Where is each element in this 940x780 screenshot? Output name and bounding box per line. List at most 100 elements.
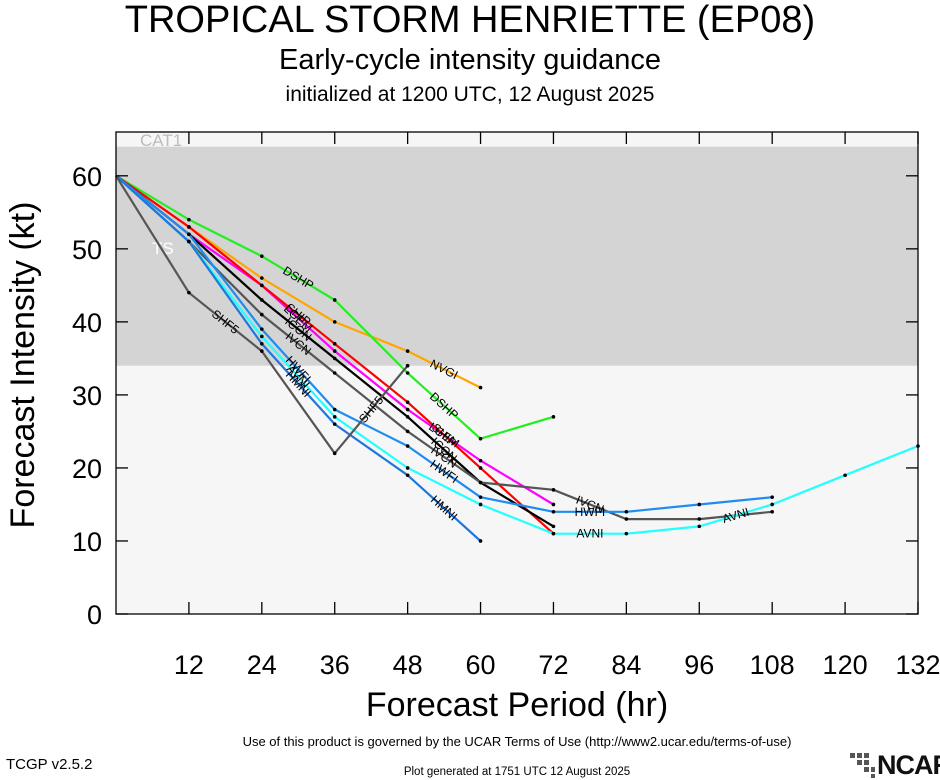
series-point-avni — [770, 502, 774, 507]
y-tick-label: 10 — [72, 527, 102, 557]
series-point-shf5 — [332, 451, 337, 456]
series-line-avni — [115, 174, 919, 535]
y-tick-label: 20 — [72, 454, 102, 484]
series-point-avni — [551, 531, 556, 536]
series-point-ivcn — [332, 371, 337, 375]
series-point-dshp — [187, 217, 191, 222]
series-point-ivcn — [405, 429, 410, 434]
series-point-avni — [260, 334, 264, 339]
series-point-hwfi — [770, 495, 774, 499]
series-point-ivcn — [478, 480, 483, 485]
series-point-hwfi — [551, 509, 556, 514]
series-point-hmni — [332, 422, 337, 426]
series-point-ivcn — [624, 517, 629, 521]
series-point-avni — [843, 473, 847, 478]
series-point-nvgi — [405, 349, 410, 353]
series-point-nvgi — [260, 276, 264, 280]
series-point-icon — [260, 298, 264, 302]
x-tick-label: 60 — [466, 650, 496, 680]
y-axis-label: Forecast Intensity (kt) — [4, 201, 42, 529]
chart-title: TROPICAL STORM HENRIETTE (EP08) — [124, 0, 816, 41]
series-point-hmni — [260, 341, 264, 346]
band-label-cat1: CAT1 — [140, 131, 182, 150]
x-tick-label: 132 — [895, 650, 940, 680]
series-point-hmni — [187, 239, 191, 244]
series-point-hwfi — [187, 232, 191, 237]
series-point-icon — [551, 524, 556, 529]
series-point-ivcn — [260, 312, 264, 317]
series-point-icon — [405, 415, 410, 419]
series-point-ship — [405, 400, 410, 405]
axes: 12 24 36 48 60 72 84 96 108 120 132 0 10 20 30 40 50 60 — [72, 131, 940, 680]
x-tick-label: 96 — [684, 650, 714, 680]
version-label: TCGP v2.5.2 — [6, 756, 93, 773]
series-point-ship — [478, 466, 483, 470]
ncar-logo-icon — [850, 753, 875, 778]
plot-frame — [115, 131, 919, 615]
series-point-ivcn — [551, 488, 556, 492]
band-ts — [116, 146, 918, 366]
series-label-hwfi: HWFI — [575, 505, 606, 519]
y-tick-label: 60 — [72, 162, 102, 192]
series-point-hwfi — [697, 502, 702, 507]
series-point-avni — [405, 466, 410, 470]
series-point-hwfi — [624, 509, 629, 514]
generated-time: Plot generated at 1751 UTC 12 August 202… — [403, 766, 631, 778]
series-point-hmni — [478, 539, 483, 543]
series-point-shf5 — [187, 290, 191, 295]
series-point-ship — [260, 283, 264, 288]
series-point-avni — [478, 502, 483, 507]
series-point-dshp — [551, 415, 556, 419]
series-line-ivcn — [115, 174, 773, 521]
x-tick-label: 120 — [823, 650, 868, 680]
series-point-nvgi — [332, 320, 337, 324]
ncar-logo: NCAR — [848, 750, 940, 780]
y-tick-label: 30 — [72, 381, 102, 411]
series-point-hwfi — [332, 407, 337, 412]
y-tick-label: 0 — [87, 600, 102, 630]
series-point-hwfi — [405, 444, 410, 448]
series-point-shf5 — [405, 363, 410, 368]
series-point-dshp — [405, 371, 410, 375]
series-point-hwfi — [260, 327, 264, 331]
series-point-dshp — [260, 254, 264, 258]
band-cat1 — [116, 132, 918, 147]
series-point-lgem — [478, 458, 483, 463]
series-point-lgem — [332, 349, 337, 353]
series-label-avni: AVNI — [576, 527, 603, 541]
logo-text: NCAR — [877, 750, 940, 780]
x-tick-label: 24 — [247, 650, 277, 680]
x-tick-label: 108 — [750, 650, 795, 680]
y-tick-label: 40 — [72, 308, 102, 338]
series-point-ship — [187, 225, 191, 229]
series-point-hmni — [405, 473, 410, 478]
series-point-nvgi — [478, 385, 483, 390]
series-point-icon — [332, 356, 337, 361]
series-point-avni — [697, 524, 702, 529]
series-point-lgem — [551, 502, 556, 507]
series-points — [187, 217, 920, 543]
series-point-dshp — [332, 298, 337, 302]
y-tick-label: 50 — [72, 235, 102, 265]
x-tick-label: 12 — [174, 650, 204, 680]
series-point-avni — [624, 531, 629, 536]
series-line-hwfi — [115, 174, 773, 513]
x-tick-label: 36 — [320, 650, 350, 680]
terms-of-use: Use of this product is governed by the U… — [242, 734, 792, 749]
x-tick-label: 48 — [393, 650, 423, 680]
x-tick-label: 72 — [538, 650, 568, 680]
series-point-ship — [332, 341, 337, 346]
band-label-ts: TS — [152, 239, 174, 258]
x-tick-label: 84 — [611, 650, 641, 680]
series-point-avni — [332, 415, 337, 419]
chart-subtitle: Early-cycle intensity guidance — [278, 44, 661, 76]
series-line-hmni — [115, 174, 482, 542]
init-time: initialized at 1200 UTC, 12 August 2025 — [285, 83, 655, 106]
series-point-lgem — [405, 407, 410, 412]
intensity-bands: TS CAT1 — [116, 131, 918, 366]
series-point-ivcn — [770, 509, 774, 514]
series-point-shf5 — [260, 349, 264, 353]
series-point-hwfi — [478, 495, 483, 499]
series-point-dshp — [478, 436, 483, 441]
